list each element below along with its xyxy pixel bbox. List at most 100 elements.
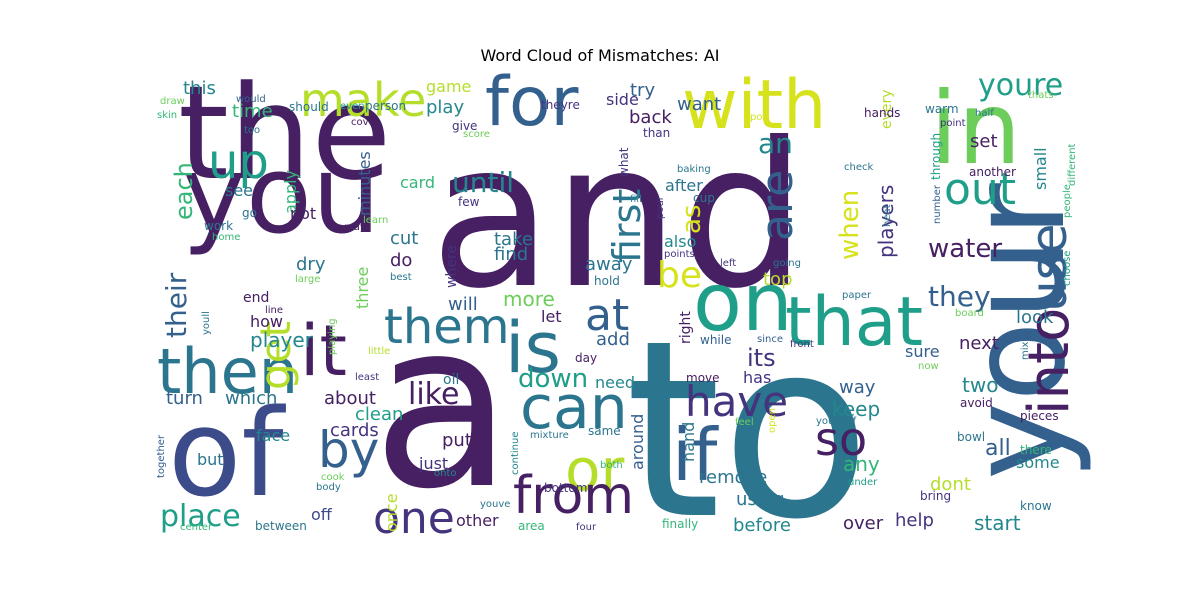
word-board: board <box>955 308 984 319</box>
word-learn: learn <box>363 215 388 226</box>
word-out: out <box>944 164 1016 215</box>
word-person: person <box>365 99 406 113</box>
word-hands: hands <box>864 106 900 120</box>
word-go: go <box>242 206 257 220</box>
word-have: have <box>685 377 788 426</box>
word-remove: remove <box>699 467 767 488</box>
word-for: for <box>485 63 579 142</box>
word-which: which <box>225 388 277 409</box>
word-let: let <box>541 307 562 326</box>
word-time: time <box>232 101 273 122</box>
word-number: number <box>932 184 943 224</box>
word-than: than <box>643 126 670 140</box>
word-pot: pot <box>750 112 766 123</box>
word-cut: cut <box>390 228 418 249</box>
word-use: use <box>1020 223 1078 312</box>
word-three: three <box>353 267 372 309</box>
word-bowl: bowl <box>957 430 985 444</box>
word-if: if <box>672 413 719 497</box>
word-it: it <box>300 310 347 392</box>
word-using: using <box>736 489 785 510</box>
word-pieces: pieces <box>1020 409 1059 423</box>
word-more: more <box>503 287 555 311</box>
word-people: people <box>1062 184 1073 218</box>
word-same: same <box>588 424 621 438</box>
word-end: end <box>243 290 269 306</box>
word-water: water <box>928 234 1002 264</box>
word-youve: youve <box>480 499 510 510</box>
word-place: place <box>160 499 241 534</box>
word-avoid: avoid <box>960 396 993 410</box>
word-then: then <box>157 335 298 408</box>
word-at: at <box>585 290 629 341</box>
word-also: also <box>664 232 696 251</box>
word-dont: dont <box>930 474 971 495</box>
word-other: other <box>456 511 499 530</box>
word-how: how <box>250 312 283 331</box>
word-between: between <box>255 519 307 533</box>
word-off: off <box>311 505 333 524</box>
word-together: together <box>156 434 167 478</box>
word-continue: continue <box>510 432 521 475</box>
word-that: that <box>785 283 923 362</box>
word-over: over <box>843 513 884 534</box>
word-start: start <box>974 511 1021 535</box>
word-hold: hold <box>594 274 620 288</box>
word-body: body <box>316 482 341 493</box>
word-home: home <box>212 232 240 243</box>
word-under: under <box>848 477 878 488</box>
word-this: this <box>183 78 216 99</box>
word-or: or <box>565 436 624 504</box>
word-every: every <box>879 89 895 129</box>
word-make: make <box>300 73 426 127</box>
word-face: face <box>256 426 290 445</box>
word-cover: cover <box>351 117 380 128</box>
word-where: where <box>444 245 460 288</box>
word-points: points <box>664 249 695 260</box>
word-minutes: minutes <box>355 151 374 216</box>
word-few: few <box>458 195 480 209</box>
word-four: four <box>576 522 597 533</box>
word-once: once <box>382 493 401 532</box>
word-may: may <box>344 222 366 233</box>
word-after: after <box>665 176 703 195</box>
word-until: until <box>452 166 514 199</box>
word-the: the <box>178 57 391 209</box>
word-help: help <box>895 510 934 531</box>
word-apply: apply <box>281 170 300 214</box>
word-find: find <box>494 244 528 265</box>
word-center: center <box>180 522 213 533</box>
word-and: and <box>430 100 806 333</box>
word-heat: heat <box>882 204 893 227</box>
word-choose: choose <box>1062 251 1073 286</box>
word-just: just <box>418 454 448 473</box>
word-into: into <box>1017 308 1082 415</box>
word-players: players <box>874 185 898 258</box>
word-can: can <box>520 373 628 443</box>
word-little: little <box>368 346 390 357</box>
word-bring: bring <box>920 489 951 503</box>
word-since: since <box>757 334 783 345</box>
word-an: an <box>758 127 793 160</box>
word-while: while <box>700 333 731 347</box>
word-a: a <box>372 273 513 540</box>
word-paper: paper <box>842 290 872 301</box>
word-way: way <box>839 377 876 398</box>
word-oil: oil <box>443 372 459 388</box>
word-around: around <box>628 414 647 470</box>
word-warm: warm <box>925 102 959 116</box>
word-about: about <box>324 388 376 409</box>
word-take: take <box>494 229 533 250</box>
word-you: you <box>182 133 380 258</box>
word-has: has <box>743 368 771 387</box>
word-all: all <box>985 436 1011 461</box>
word-feel: feel <box>735 417 754 428</box>
word-yourself: yourself <box>816 416 857 427</box>
word-sure: sure <box>905 342 940 361</box>
word-too: too <box>244 125 260 136</box>
word-some: some <box>1016 453 1060 472</box>
word-top: top <box>763 269 793 290</box>
word-should: should <box>289 100 329 114</box>
word-fill: fill <box>630 194 642 205</box>
